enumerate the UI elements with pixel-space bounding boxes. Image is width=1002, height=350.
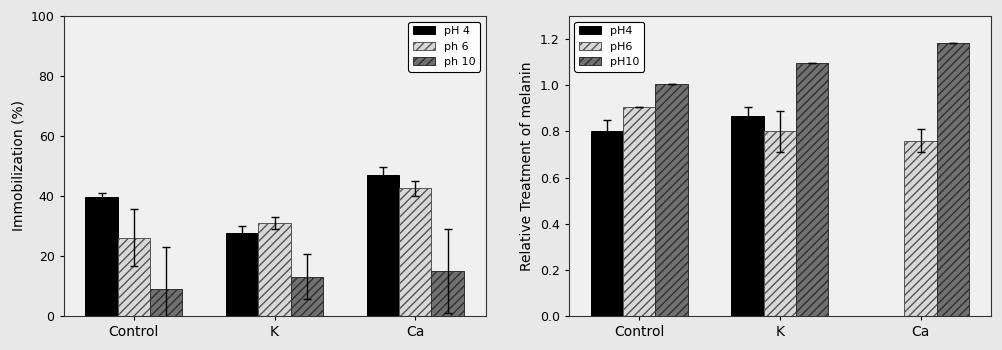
Y-axis label: Relative Treatment of melanin: Relative Treatment of melanin	[520, 61, 534, 271]
Bar	[937, 43, 969, 316]
Bar	[291, 277, 323, 316]
Bar	[226, 233, 259, 316]
Bar	[85, 197, 117, 316]
Bar	[905, 141, 937, 316]
Y-axis label: Immobilization (%): Immobilization (%)	[11, 100, 25, 231]
Bar	[150, 289, 182, 316]
Bar	[591, 131, 623, 316]
Bar	[731, 117, 764, 316]
Bar	[367, 175, 399, 316]
Bar	[259, 223, 291, 316]
Bar	[623, 107, 655, 316]
Bar	[796, 63, 829, 316]
Bar	[117, 238, 150, 316]
Bar	[764, 131, 796, 316]
Bar	[655, 84, 687, 316]
Legend: pH 4, ph 6, ph 10: pH 4, ph 6, ph 10	[409, 22, 480, 72]
Bar	[432, 271, 464, 316]
Bar	[399, 188, 432, 316]
Legend: pH4, pH6, pH10: pH4, pH6, pH10	[574, 22, 644, 72]
